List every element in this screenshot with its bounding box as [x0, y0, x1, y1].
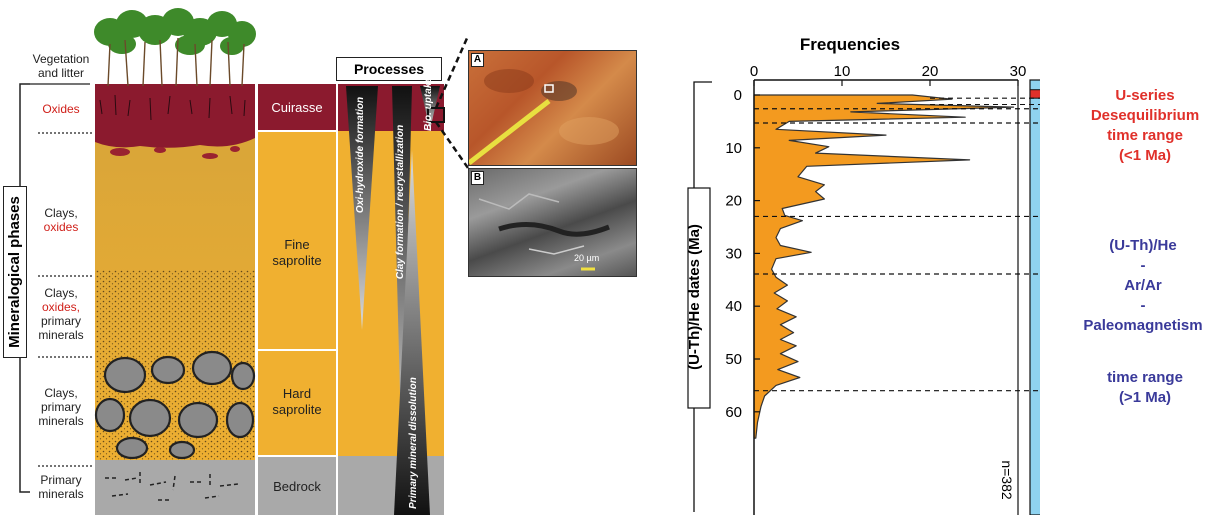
horizon-label-hard-saprolite: Hard saprolite [272, 386, 322, 417]
y-label-box [687, 187, 711, 409]
y-tick-label: 50 [725, 351, 742, 368]
bedrock-base [95, 460, 255, 515]
text-clays: Clays, [44, 286, 78, 300]
text-oxides: oxides, [41, 300, 81, 314]
process-label-clay-formation: Clay formation / recrystallization [395, 124, 406, 280]
cuirasse-layer [95, 84, 255, 148]
photo-a-outcrop [468, 50, 637, 166]
y-axis-label: (U-Th)/He dates (Ma) [686, 224, 703, 370]
chart-title: Frequencies [800, 35, 900, 54]
epoch-column [1029, 79, 1040, 515]
process-label-bio-uptake: Bio. uptake [423, 77, 434, 131]
x-tick-label: 30 [1010, 63, 1027, 80]
horizon-label-bedrock: Bedrock [273, 479, 321, 494]
uth-line-2: - [1140, 257, 1146, 274]
scale-bar-label: 20 µm [574, 253, 600, 263]
uth-range-line-2: (>1 Ma) [1118, 389, 1172, 406]
sample-count-label: n=382 [999, 460, 1015, 500]
useries-line-1: U-series [1115, 87, 1175, 104]
photo-a-image [469, 69, 619, 165]
x-tick-label: 10 [834, 63, 851, 80]
horizon-hard-saprolite [258, 350, 336, 456]
uth-line-4: - [1140, 297, 1146, 314]
layer-label-oxides: Oxides [42, 102, 80, 116]
clay-formation-wedge [392, 86, 412, 470]
y-tick-label: 40 [725, 298, 742, 315]
epoch-label: Eocene [1038, 307, 1040, 358]
y-tick-label: 0 [734, 87, 742, 104]
photo-b-image [478, 193, 610, 271]
epoch-label: Miocene [1038, 141, 1040, 198]
horizon-label-cuirasse: Cuirasse [271, 100, 323, 115]
epoch-label: Oligo. [1038, 226, 1040, 265]
uth-range-note: time range (>1 Ma) [1075, 368, 1215, 408]
horizon-fine-saprolite [258, 131, 336, 350]
horizon-label-fine-saprolite: Fine saprolite [272, 237, 322, 268]
process-label-dissolution: Primary mineral dissolution [408, 377, 419, 509]
y-tick-label: 60 [725, 404, 742, 421]
x-tick-label: 0 [750, 63, 758, 80]
uth-line-3: Ar/Ar [1124, 277, 1162, 294]
horizon-cuirasse [258, 84, 336, 131]
layer-label-clays-primary: Clays, primary minerals [38, 386, 84, 428]
dissolution-wedge [394, 150, 430, 515]
horizon-bedrock [258, 456, 336, 515]
photo-a-tag: A [471, 53, 484, 67]
photo-b-tag: B [471, 171, 484, 185]
y-tick-label: 10 [725, 140, 742, 157]
processes-title: Processes [336, 57, 442, 81]
epoch-label: Paleo. [1038, 393, 1040, 436]
process-label-oxi-hydroxide: Oxi-hydroxide formation [355, 96, 366, 214]
useries-note: U-series Desequilibrium time range (<1 M… [1075, 86, 1215, 166]
layer-label-clays-oxides: Clays, oxides [30, 206, 92, 234]
frequency-chart: 0 10 20 30 0 10 20 30 40 50 60 Frequencies (U-Th)/He… [686, 35, 1040, 515]
useries-line-3: time range [1107, 127, 1183, 144]
layer-label-primary-minerals: Primary minerals [38, 473, 84, 501]
useries-line-2: Desequilibrium [1090, 107, 1200, 124]
text-oxides: oxides [43, 220, 79, 234]
text-primary-minerals: primary minerals [38, 314, 84, 342]
useries-band [1029, 89, 1040, 99]
x-tick-label: 20 [922, 63, 939, 80]
oxi-hydroxide-wedge [346, 86, 378, 330]
photo-b-sem [468, 168, 637, 277]
layer-label-vegetation: Vegetation and litter [32, 52, 90, 80]
uth-line-1: (U-Th)/He [1109, 237, 1177, 254]
frequency-area [753, 94, 1015, 439]
boulders [94, 350, 256, 460]
uth-note: (U-Th)/He - Ar/Ar - Paleomagnetism [1068, 236, 1218, 336]
text-clays: Clays, [44, 206, 78, 220]
uth-range-line-1: time range [1107, 369, 1183, 386]
uth-line-5: Paleomagnetism [1083, 317, 1203, 334]
layer-label-clays-oxides-primary: Clays, oxides, primary minerals [30, 286, 92, 342]
y-tick-label: 30 [725, 245, 742, 262]
mineralogical-phases-label: Mineralogical phases [3, 186, 27, 358]
laterite-profile-diagram [19, 8, 470, 515]
useries-line-4: (<1 Ma) [1118, 147, 1172, 164]
vegetation [94, 8, 256, 55]
y-tick-label: 20 [725, 193, 742, 210]
